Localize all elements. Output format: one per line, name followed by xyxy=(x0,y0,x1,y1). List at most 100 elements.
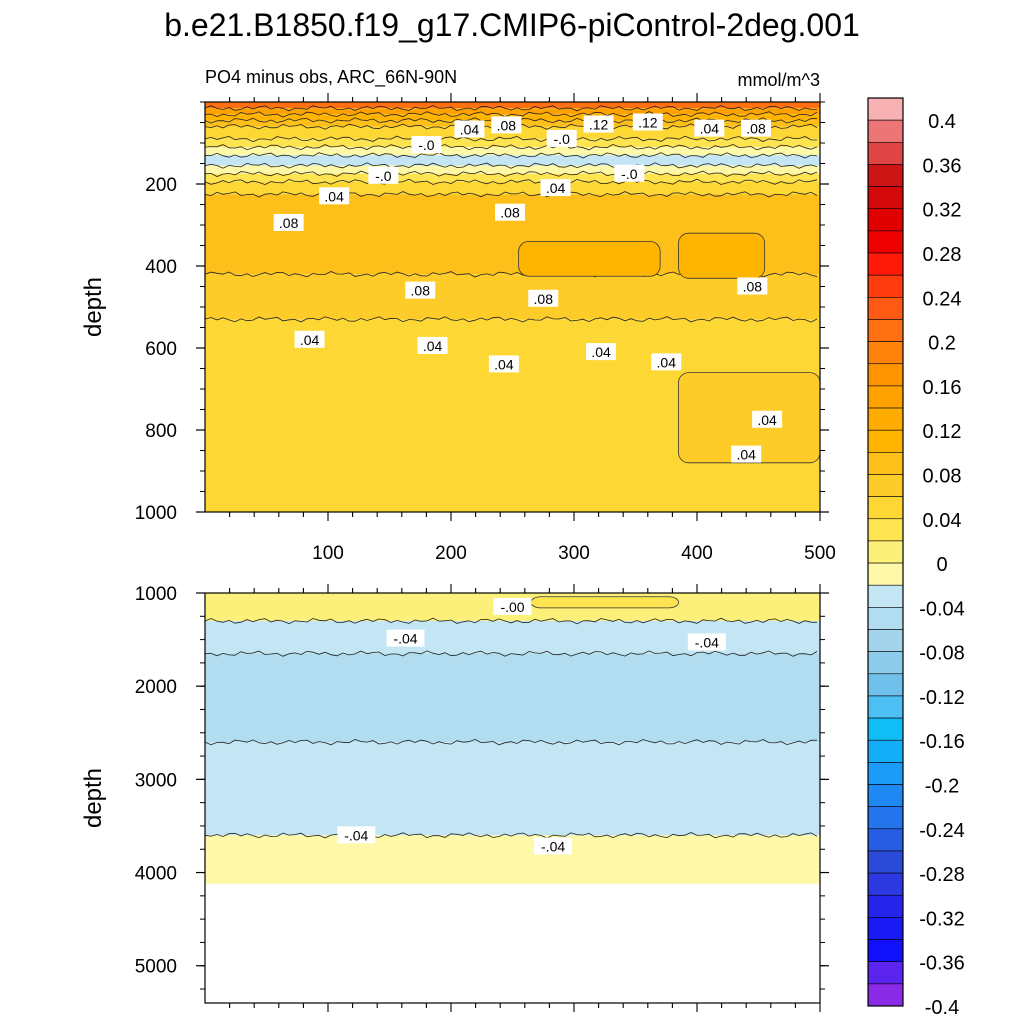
contour-label-text: .04 xyxy=(460,121,480,137)
colorbar-swatch xyxy=(867,407,904,431)
colorbar-swatch xyxy=(867,186,904,210)
colorbar-swatch xyxy=(867,762,904,785)
colorbar-swatch xyxy=(867,894,904,918)
contour-label: .04 xyxy=(488,355,519,373)
contour-label: .04 xyxy=(651,353,682,371)
contour-band xyxy=(205,173,820,182)
contour-band xyxy=(205,181,820,195)
colorbar-label: -0.04 xyxy=(919,598,965,620)
colorbar-label: 0.28 xyxy=(923,244,962,266)
contour-label: .08 xyxy=(741,119,772,137)
colorbar-swatch xyxy=(867,695,904,719)
contour-label-box xyxy=(546,129,577,147)
contour-label: .12 xyxy=(583,115,614,133)
colorbar-label: 0.24 xyxy=(923,288,962,310)
contour-label: .04 xyxy=(319,187,350,205)
contour-line xyxy=(204,162,818,169)
colorbar-label: -0.08 xyxy=(919,643,965,665)
contour-label-text: .08 xyxy=(411,283,431,299)
contour-band xyxy=(205,653,820,743)
colorbar-swatch xyxy=(867,230,904,254)
contour-line xyxy=(204,832,818,839)
contour-label-box xyxy=(273,213,304,231)
colorbar-label: -0.36 xyxy=(919,953,965,975)
colorbar-label: 0 xyxy=(936,554,947,576)
colorbar-swatch xyxy=(867,297,904,320)
contour-label-box xyxy=(368,166,399,184)
contour-label-text: .08 xyxy=(743,279,763,295)
contour-label-text: .04 xyxy=(736,447,756,463)
contour-label: .04 xyxy=(586,343,617,361)
contour-label-box xyxy=(386,629,425,647)
colorbar-label: -0.2 xyxy=(925,776,959,798)
colorbar-swatch xyxy=(867,983,904,1007)
y-tick-label: 3000 xyxy=(135,770,177,791)
upper-ocean-panel: .04 .08 -.0 -.0 .12 .12 .04 .08 -.0 -.0 .04 .04 .08.… xyxy=(80,93,836,564)
y-tick-label: 2000 xyxy=(135,677,177,698)
x-tick-label: 400 xyxy=(681,543,713,564)
colorbar-swatch xyxy=(867,673,904,697)
contour-label-text: .12 xyxy=(638,115,658,131)
contour-label: .04 xyxy=(294,330,325,348)
colorbar-label: 0.12 xyxy=(923,421,962,443)
contour-label-text: -.0 xyxy=(621,166,638,182)
colorbar-swatch xyxy=(867,651,904,675)
contour-band xyxy=(205,102,820,109)
contour-label-text: .08 xyxy=(497,117,517,133)
y-tick-label: 1000 xyxy=(135,584,177,605)
contour-label-text: -.0 xyxy=(554,131,571,147)
contour-label: .08 xyxy=(273,213,304,231)
contour-line xyxy=(204,143,818,151)
colorbar-swatch xyxy=(867,629,904,652)
contour-band xyxy=(205,620,820,654)
colorbar-label: -0.24 xyxy=(919,820,965,842)
colorbar-swatch xyxy=(867,784,904,807)
chart-subtitle: PO4 minus obs, ARC_66N-90N xyxy=(205,67,457,88)
contour-label-box xyxy=(294,330,325,348)
colorbar-swatch xyxy=(867,562,904,586)
colorbar-label: -0.4 xyxy=(925,997,959,1019)
contour-label: -.04 xyxy=(386,629,425,647)
colorbar-swatch xyxy=(867,452,904,475)
x-tick-label: 100 xyxy=(312,543,344,564)
contour-label-box xyxy=(493,597,532,615)
contour-label: .04 xyxy=(540,179,571,197)
colorbar-label: -0.16 xyxy=(919,731,965,753)
contour-patch xyxy=(530,596,679,609)
y-tick-label: 200 xyxy=(145,175,177,196)
contour-band xyxy=(205,147,820,156)
colorbar-label: 0.4 xyxy=(928,111,956,133)
colorbar-swatch xyxy=(867,739,904,763)
contour-band xyxy=(205,274,820,320)
colorbar-swatch xyxy=(867,363,904,387)
contour-label-box xyxy=(540,179,571,197)
contour-label-box xyxy=(495,203,526,221)
contour-band xyxy=(205,165,820,174)
colorbar-swatch xyxy=(867,119,904,143)
colorbar-swatch xyxy=(867,341,904,365)
colorbar-swatch xyxy=(867,961,904,985)
contour-label-text: -.04 xyxy=(344,827,368,843)
contour-label-text: -.0 xyxy=(375,168,392,184)
contour-label-box xyxy=(687,633,726,651)
contour-line xyxy=(204,111,818,118)
colorbar-swatch xyxy=(867,274,904,298)
contour-line xyxy=(204,152,818,159)
contour-label: .04 xyxy=(752,410,783,428)
contour-label-box xyxy=(411,136,442,154)
contour-band xyxy=(205,742,820,836)
colorbar-label: 0.36 xyxy=(923,155,962,177)
contour-line xyxy=(204,316,818,323)
contour-label-box xyxy=(534,837,573,855)
contour-line xyxy=(204,650,818,657)
colorbar-label: -0.28 xyxy=(919,864,965,886)
contour-label-text: .04 xyxy=(757,412,777,428)
deep-ocean-panel: -.00 -.04 -.04 -.04 -.04 1000 2000 3000 4000 5000… xyxy=(80,584,829,1012)
contour-label-box xyxy=(737,277,768,295)
contour-label: .08 xyxy=(528,289,559,307)
colorbar-label: 0.32 xyxy=(923,200,962,222)
y-tick-label: 4000 xyxy=(135,864,177,885)
y-axis-label: depth xyxy=(80,768,107,828)
colorbar-swatch xyxy=(867,429,904,453)
contour-label-text: .04 xyxy=(591,344,611,360)
